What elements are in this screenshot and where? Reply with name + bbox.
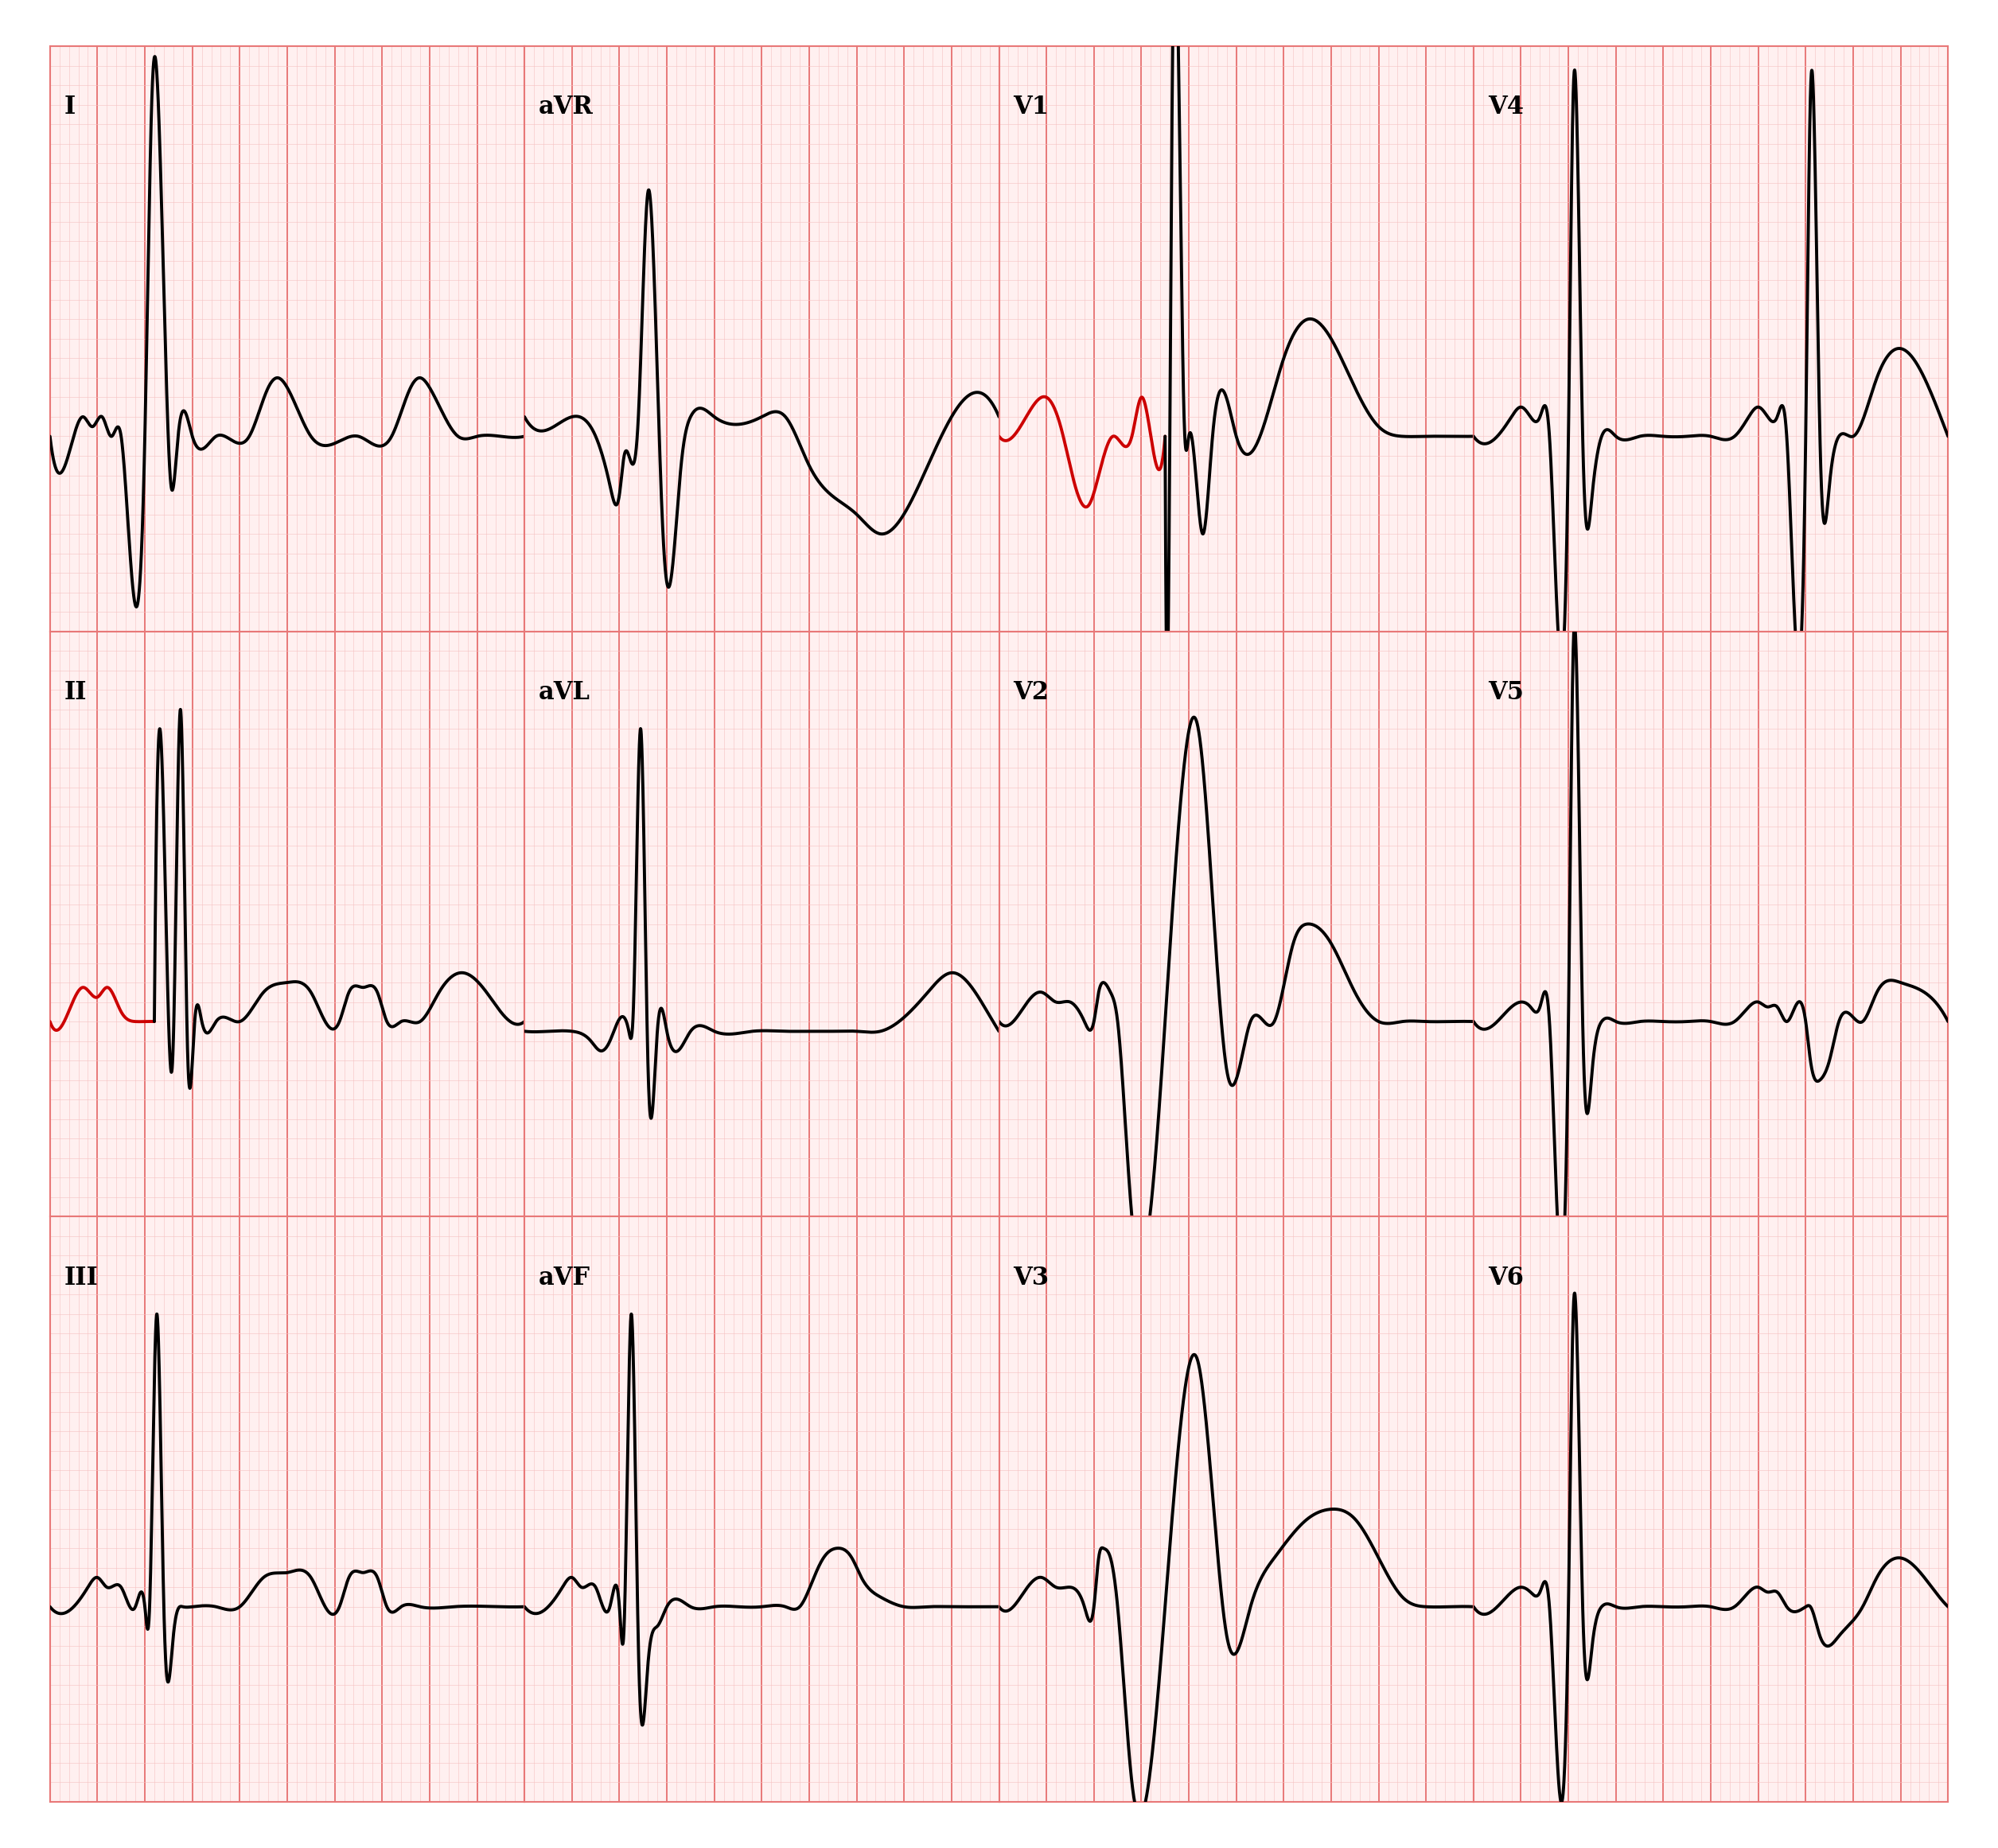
Text: I: I — [64, 94, 76, 120]
Text: V4: V4 — [1489, 94, 1524, 120]
Text: V6: V6 — [1489, 1266, 1522, 1290]
Text: V1: V1 — [1013, 94, 1049, 120]
Text: aVF: aVF — [539, 1266, 591, 1290]
Text: III: III — [64, 1266, 98, 1290]
Text: II: II — [64, 680, 86, 704]
Text: aVR: aVR — [539, 94, 593, 120]
Text: V3: V3 — [1013, 1266, 1049, 1290]
Text: aVL: aVL — [539, 680, 589, 704]
Text: V5: V5 — [1489, 680, 1522, 704]
Text: V2: V2 — [1013, 680, 1049, 704]
